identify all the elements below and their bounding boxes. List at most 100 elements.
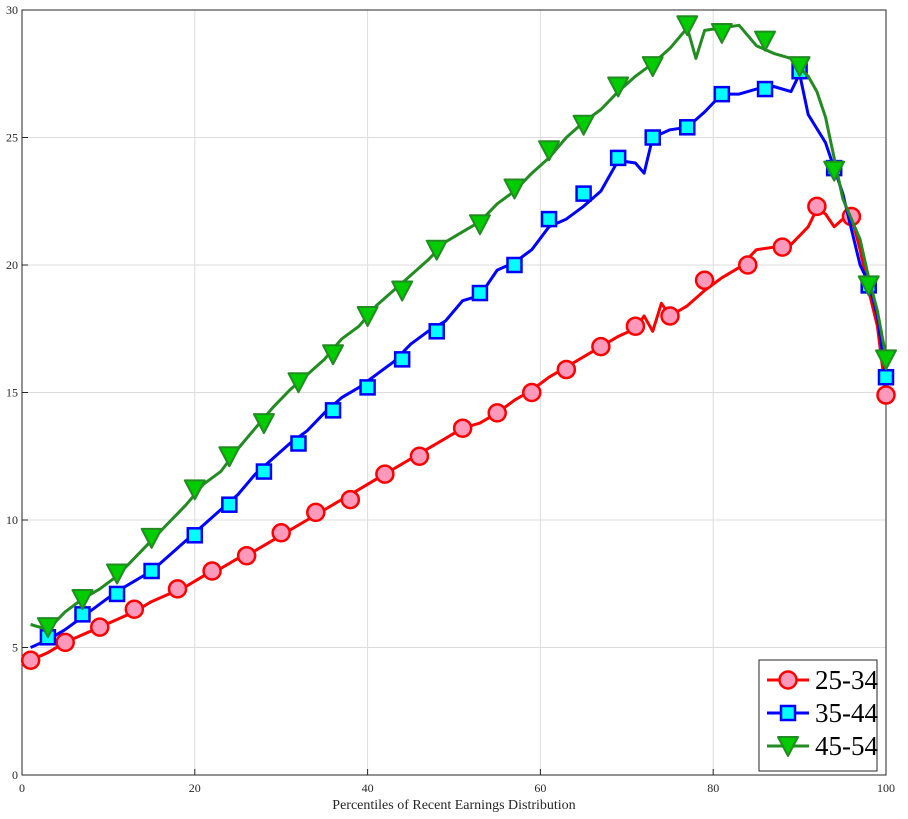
data-point xyxy=(183,479,206,501)
data-point xyxy=(271,523,291,543)
data-point xyxy=(556,359,577,380)
data-point xyxy=(428,323,445,340)
legend-label: 35-44 xyxy=(815,698,878,728)
data-point xyxy=(641,56,664,78)
data-point xyxy=(772,237,793,257)
x-tick-label: 20 xyxy=(189,781,201,795)
y-tick-label: 5 xyxy=(12,641,18,655)
data-point xyxy=(506,256,523,274)
data-point xyxy=(143,562,160,580)
data-point xyxy=(375,464,395,484)
data-point xyxy=(660,306,680,326)
series-45-54 xyxy=(30,15,897,639)
x-tick-label: 80 xyxy=(707,781,719,795)
gridlines xyxy=(21,9,887,776)
data-point xyxy=(252,413,275,435)
axis-ticks: 0 20 40 60 80 100 0 5 10 15 20 25 30 xyxy=(6,3,895,795)
data-point xyxy=(324,402,342,419)
series-line xyxy=(29,72,888,649)
data-point xyxy=(807,196,827,217)
data-point xyxy=(306,502,326,523)
data-point xyxy=(644,129,661,146)
y-tick-label: 20 xyxy=(6,258,18,272)
data-point xyxy=(572,114,595,136)
series-35-44 xyxy=(29,62,895,649)
data-point xyxy=(356,306,379,327)
data-point xyxy=(186,527,204,544)
data-point xyxy=(202,561,222,581)
x-axis-label: Percentiles of Recent Earnings Distribut… xyxy=(332,798,575,813)
data-point xyxy=(679,119,696,136)
legend-label: 25-34 xyxy=(815,665,878,695)
data-point xyxy=(756,80,774,98)
data-point xyxy=(694,270,715,291)
data-point xyxy=(538,140,561,162)
data-point xyxy=(591,336,611,357)
data-point xyxy=(393,351,411,368)
data-point xyxy=(55,632,75,653)
data-point xyxy=(788,56,811,78)
data-point xyxy=(876,385,896,405)
data-point xyxy=(322,344,345,366)
x-tick-label: 0 xyxy=(19,781,25,795)
legend-marker xyxy=(779,704,797,722)
data-point xyxy=(823,160,846,182)
data-point xyxy=(625,316,646,336)
data-point xyxy=(167,579,188,599)
data-point xyxy=(124,599,145,619)
data-point xyxy=(425,239,448,261)
data-point xyxy=(875,349,897,371)
data-point xyxy=(676,15,699,37)
y-tick-label: 30 xyxy=(6,3,18,17)
data-point xyxy=(540,210,558,228)
data-point xyxy=(487,403,507,423)
legend-marker xyxy=(778,670,798,690)
data-point xyxy=(522,382,542,403)
x-tick-label: 40 xyxy=(362,781,374,795)
data-point xyxy=(607,76,630,98)
data-point xyxy=(36,617,59,639)
data-point xyxy=(877,368,895,386)
series-markers xyxy=(20,196,896,670)
series-line xyxy=(30,23,888,632)
data-point xyxy=(108,585,126,603)
data-point xyxy=(575,185,592,202)
data-point xyxy=(710,22,733,44)
data-point xyxy=(236,545,257,566)
data-point xyxy=(290,435,307,452)
data-point xyxy=(452,418,473,438)
data-point xyxy=(287,372,310,394)
data-point xyxy=(754,30,777,52)
data-point xyxy=(106,563,129,585)
data-point xyxy=(738,255,758,275)
legend-label: 45-54 xyxy=(815,731,878,761)
data-point xyxy=(609,149,627,167)
data-point xyxy=(391,280,414,302)
data-point xyxy=(713,85,731,103)
series-markers xyxy=(36,15,897,639)
data-point xyxy=(71,589,94,611)
x-tick-label: 60 xyxy=(534,781,546,795)
data-point xyxy=(218,446,241,468)
y-tick-label: 25 xyxy=(6,131,18,145)
data-point xyxy=(471,284,489,302)
data-point xyxy=(409,446,430,466)
series-lines xyxy=(20,15,897,670)
data-point xyxy=(857,275,880,297)
data-point xyxy=(359,379,376,396)
data-point xyxy=(468,214,491,236)
legend-entry: 35-44 xyxy=(767,698,878,728)
series-line xyxy=(29,207,888,662)
legend-entry: 25-34 xyxy=(767,665,878,695)
x-tick-label: 100 xyxy=(877,781,895,795)
data-point xyxy=(221,496,238,513)
data-point xyxy=(503,178,526,200)
y-tick-label: 15 xyxy=(6,386,18,400)
data-point xyxy=(255,463,273,480)
y-tick-label: 10 xyxy=(6,513,18,527)
legend-entry: 45-54 xyxy=(767,731,878,761)
data-point xyxy=(20,650,41,670)
data-point xyxy=(90,617,110,637)
